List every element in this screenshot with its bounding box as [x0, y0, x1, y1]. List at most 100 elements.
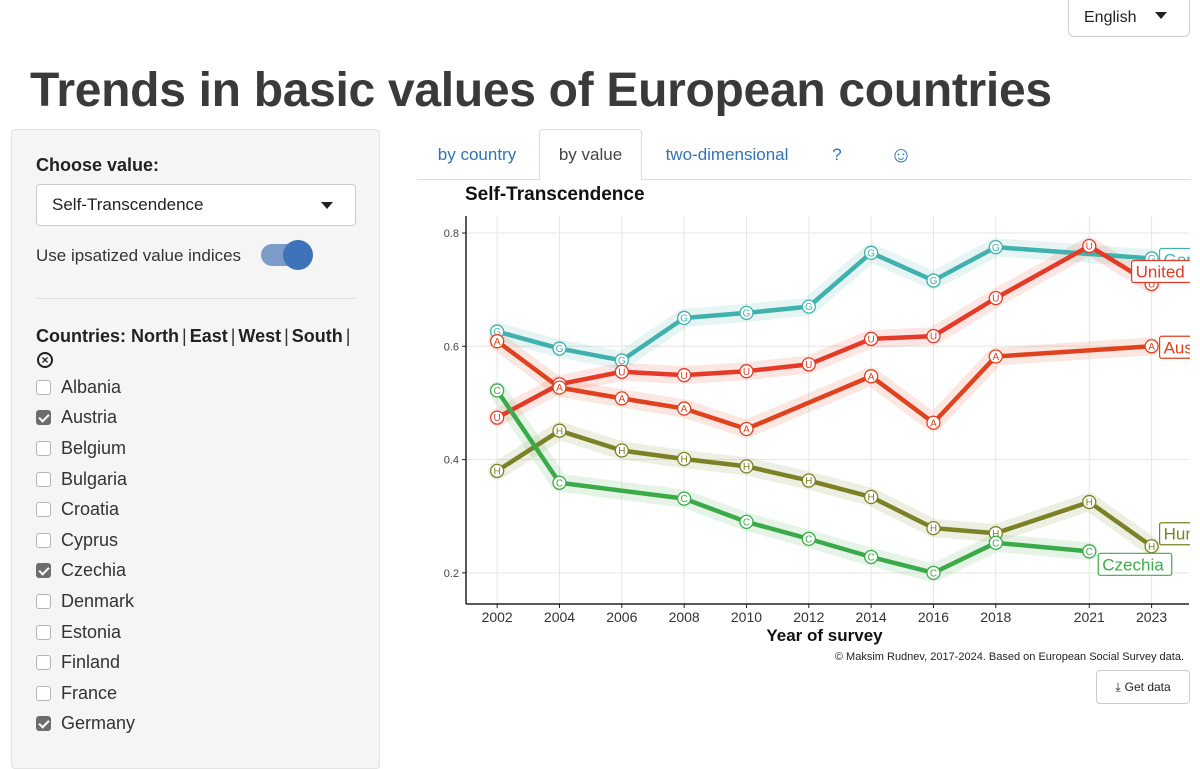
checkbox[interactable] — [36, 532, 51, 548]
point-marker — [988, 290, 1003, 306]
checkbox[interactable] — [36, 410, 51, 426]
data-point: G — [926, 273, 941, 288]
country-item[interactable]: Finland — [36, 647, 135, 678]
point-marker-letter: C — [992, 538, 999, 549]
point-marker-letter: G — [1148, 254, 1156, 265]
checkbox[interactable] — [36, 685, 51, 701]
data-point: C — [739, 514, 754, 530]
point-marker-letter: H — [743, 462, 750, 473]
point-marker — [926, 415, 941, 430]
point-marker — [552, 341, 567, 356]
tab-by-country[interactable]: by country — [437, 144, 517, 164]
point-marker — [926, 520, 941, 536]
checkbox[interactable] — [36, 502, 51, 518]
point-marker-letter: H — [992, 529, 999, 540]
end-label-text: Czechia — [1102, 555, 1164, 574]
country-item[interactable]: Cyprus — [36, 525, 135, 556]
data-point: U — [739, 364, 754, 379]
group-link-south[interactable]: South — [291, 326, 343, 346]
chart: 0.2 0.4 0.6 0.8 2002 2004 2006 2008 2010 2012 2014… — [444, 184, 1190, 663]
group-link-north[interactable]: North — [131, 326, 180, 346]
countries-header: Countries: North | East | West | South | — [36, 326, 351, 346]
point-marker — [863, 331, 879, 347]
tab-two-dimensional[interactable]: two-dimensional — [665, 144, 789, 164]
y-tick-label: 0.6 — [444, 341, 459, 353]
country-label: Belgium — [61, 437, 127, 458]
group-link-east[interactable]: East — [189, 326, 228, 346]
series-line-germany — [494, 244, 1154, 363]
point-marker-letter: H — [868, 493, 875, 504]
point-marker — [1082, 238, 1097, 254]
point-marker-letter: U — [681, 371, 688, 382]
country-item[interactable]: Germany — [36, 709, 135, 740]
x-tick-label: 2004 — [544, 609, 575, 625]
checkbox[interactable] — [36, 716, 51, 732]
chart-title: Self-Transcendence — [465, 184, 645, 205]
sidebar-panel: Choose value: Self-Transcendence Use ips… — [11, 129, 380, 769]
point-marker-letter: C — [556, 478, 563, 489]
point-marker — [552, 380, 567, 395]
data-point: A — [863, 369, 879, 384]
tab-bar: by country by value two-dimensional ? ☺ — [417, 129, 1191, 181]
point-marker — [926, 273, 941, 288]
country-item[interactable]: Austria — [36, 403, 135, 434]
country-item[interactable]: France — [36, 678, 135, 709]
checkbox[interactable] — [36, 563, 51, 579]
clear-selection-icon[interactable]: × — [37, 352, 53, 368]
point-marker-letter: G — [743, 308, 751, 319]
country-label: Albania — [61, 376, 122, 397]
checkbox[interactable] — [36, 624, 51, 640]
chevron-down-icon — [321, 202, 333, 209]
point-marker-letter: U — [868, 335, 875, 346]
data-point: U — [863, 331, 879, 347]
country-item[interactable]: Czechia — [36, 556, 135, 587]
point-marker-letter: A — [868, 372, 875, 383]
country-label: Croatia — [61, 499, 120, 520]
y-tick-label: 0.2 — [444, 568, 459, 580]
ipsatize-toggle[interactable] — [261, 240, 313, 270]
point-marker — [739, 421, 754, 437]
country-item[interactable]: Croatia — [36, 494, 135, 525]
data-point: H — [1082, 494, 1097, 510]
data-point: U — [1082, 238, 1097, 254]
data-point: H — [863, 489, 879, 505]
point-marker-letter: U — [494, 413, 501, 424]
country-item[interactable]: Albania — [36, 372, 135, 403]
checkbox[interactable] — [36, 379, 51, 395]
x-tick-label: 2023 — [1136, 609, 1167, 625]
group-link-west[interactable]: West — [238, 326, 282, 346]
point-marker — [801, 357, 816, 372]
point-marker — [490, 463, 505, 479]
value-select[interactable]: Self-Transcendence — [36, 184, 356, 226]
point-marker-letter: U — [743, 367, 750, 378]
get-data-label: Get data — [1124, 680, 1171, 694]
checkbox[interactable] — [36, 471, 51, 487]
point-marker — [801, 531, 816, 547]
data-point: U — [614, 364, 629, 379]
point-marker — [863, 369, 879, 384]
data-point: H — [676, 451, 692, 467]
country-item[interactable]: Denmark — [36, 586, 135, 617]
point-marker — [739, 305, 754, 321]
checkbox[interactable] — [36, 593, 51, 609]
data-point: G — [676, 310, 692, 326]
tab-by-value[interactable]: by value — [539, 129, 642, 181]
download-icon: ⤓ — [1115, 679, 1121, 694]
get-data-button[interactable]: ⤓ Get data — [1096, 670, 1190, 704]
tab-smiley-icon[interactable]: ☺ — [889, 141, 913, 167]
country-item[interactable]: Bulgaria — [36, 464, 135, 495]
language-select-value: English — [1084, 9, 1137, 26]
checkbox[interactable] — [36, 440, 51, 456]
checkbox[interactable] — [36, 655, 51, 671]
language-select[interactable]: English — [1068, 0, 1190, 37]
point-marker — [863, 549, 879, 565]
point-marker-letter: U — [1148, 280, 1155, 291]
point-marker — [676, 451, 692, 467]
country-item[interactable]: Estonia — [36, 617, 135, 648]
toggle-knob — [283, 240, 313, 270]
point-marker-letter: U — [618, 367, 625, 378]
ipsatize-label: Use ipsatized value indices — [36, 246, 242, 265]
country-item[interactable]: Belgium — [36, 433, 135, 464]
chart-caption: © Maksim Rudnev, 2017-2024. Based on Eur… — [835, 651, 1184, 663]
tab-help[interactable]: ? — [832, 144, 842, 164]
